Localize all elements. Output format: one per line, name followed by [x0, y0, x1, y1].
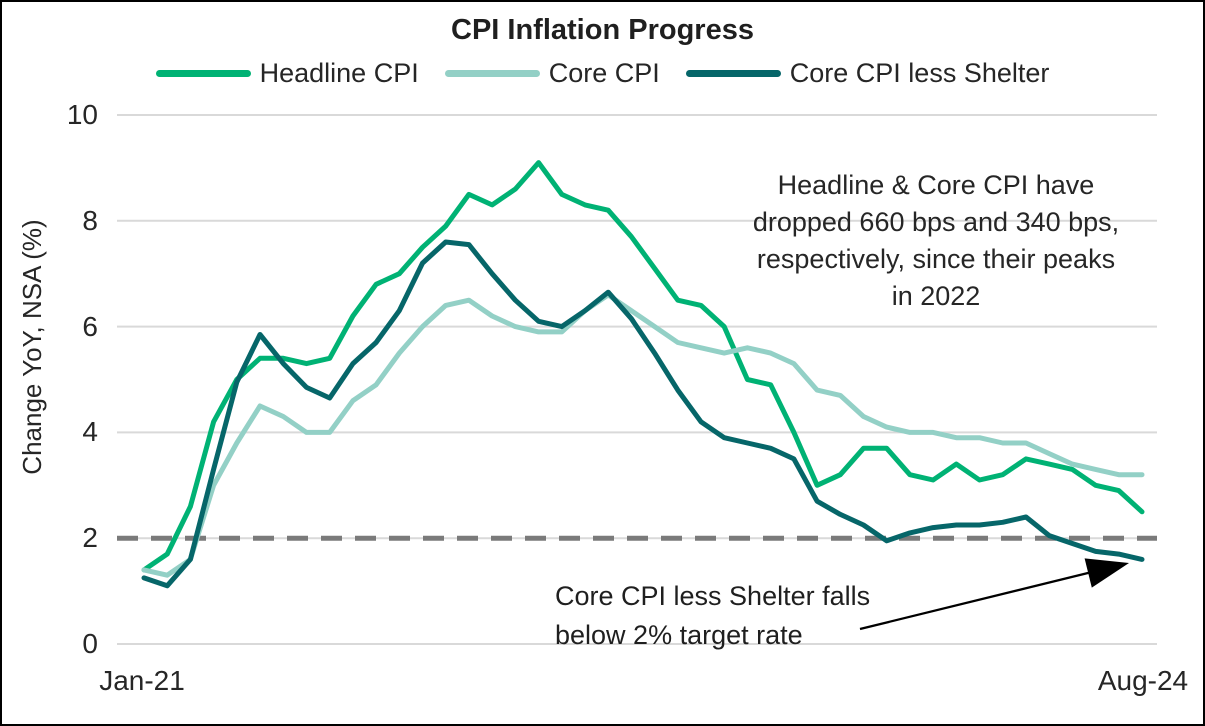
annotation-line: Core CPI less Shelter falls — [555, 581, 871, 611]
annotation-line: Headline & Core CPI have — [777, 170, 1095, 200]
y-tick-6: 6 — [82, 311, 98, 342]
legend-line-swatch-icon — [685, 70, 781, 77]
annotation-arrow — [859, 558, 1129, 631]
y-tick-10: 10 — [66, 99, 98, 130]
legend-label: Core CPI less Shelter — [789, 58, 1050, 88]
legend-line-swatch-icon — [444, 70, 540, 77]
legend-item-core-cpi: Core CPI — [444, 58, 660, 89]
y-tick-2: 2 — [82, 522, 98, 553]
peaks-annotation: Headline & Core CPI have dropped 660 bps… — [690, 167, 1182, 315]
legend-line-swatch-icon — [155, 70, 251, 77]
x-tick-jan-21: Jan-21 — [99, 665, 185, 696]
headline-cpi-line — [141, 160, 1145, 573]
legend-item-core-cpi-less-shelter: Core CPI less Shelter — [685, 58, 1050, 89]
core-cpi-less-shelter-line — [141, 239, 1145, 589]
y-tick-0: 0 — [82, 628, 98, 659]
core-cpi-line — [141, 292, 1145, 578]
y-tick-8: 8 — [82, 205, 98, 236]
legend-label: Headline CPI — [259, 58, 419, 88]
annotation-line: below 2% target rate — [555, 620, 803, 650]
legend-item-headline-cpi: Headline CPI — [155, 58, 419, 89]
x-tick-aug-24: Aug-24 — [1097, 665, 1189, 696]
y-tick-4: 4 — [82, 416, 98, 447]
annotation-line: in 2022 — [891, 281, 981, 311]
target-annotation: Core CPI less Shelter falls below 2% tar… — [555, 577, 975, 655]
annotation-line: respectively, since their peaks — [756, 244, 1116, 274]
annotation-line: dropped 660 bps and 340 bps, — [752, 207, 1120, 237]
chart-legend: Headline CPI Core CPI Core CPI less Shelte… — [2, 58, 1203, 89]
chart-title: CPI Inflation Progress — [451, 14, 754, 46]
arrow-head-icon — [1084, 558, 1129, 588]
arrow-line — [859, 570, 1093, 631]
legend-label: Core CPI — [548, 58, 660, 88]
